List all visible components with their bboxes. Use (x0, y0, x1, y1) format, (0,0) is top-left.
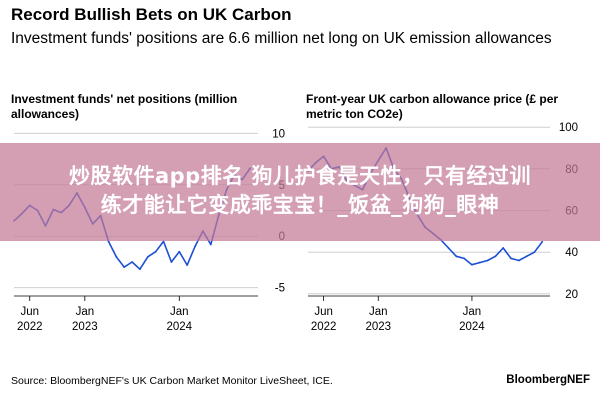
right-chart-data-point (510, 257, 512, 260)
left-chart-x-tick-year: 2023 (72, 321, 98, 333)
overlay-line-1: 炒股软件app排名 狗儿护食是天性，只有经过训 (68, 164, 532, 188)
right-chart-data-point (494, 255, 497, 258)
left-chart-data-point (146, 255, 149, 258)
overlay-banner (0, 143, 600, 241)
chart-subtitle: Investment funds' positions are 6.6 mill… (11, 30, 552, 47)
overlay-line-2: 练才能让它变成乖宝宝！_饭盆_狗狗_眼神 (100, 193, 500, 217)
right-chart-x-tick-label: Jan (369, 306, 388, 318)
left-panel-title: Investment funds' net positions (million… (11, 92, 238, 121)
right-chart-y-tick-label: 40 (565, 247, 578, 259)
overlay-banner-text: 炒股软件app排名 狗儿护食是天性，只有经过训 练才能让它变成乖宝宝！_饭盆_狗… (0, 162, 600, 220)
right-chart-data-point (478, 261, 481, 264)
right-chart-data-point (463, 257, 466, 260)
left-chart-data-point (186, 264, 189, 266)
right-chart-data-point (525, 255, 528, 258)
left-chart-data-point (123, 266, 126, 269)
right-chart-x-tick-label: Jun (314, 306, 333, 318)
right-chart-x-tick-year: 2023 (365, 321, 391, 333)
source-note: Source: BloombergNEF's UK Carbon Market … (11, 375, 333, 387)
left-chart-x-tick-label: Jan (170, 306, 189, 318)
right-chart-data-point (455, 255, 458, 258)
right-chart-data-point (517, 259, 520, 262)
right-chart-x-tick-label: Jan (463, 306, 482, 318)
brand-logo-text: BloombergNEF (506, 374, 590, 386)
right-chart-data-point (533, 251, 536, 254)
left-chart-y-tick-label: 10 (272, 128, 285, 140)
left-chart-data-point (194, 245, 196, 248)
right-chart-x-tick-year: 2024 (459, 321, 485, 333)
right-chart-data-point (541, 240, 544, 243)
right-chart-y-tick-label: 20 (565, 289, 578, 301)
left-chart-data-point (115, 255, 118, 258)
left-chart-x-tick-label: Jan (76, 306, 95, 318)
left-chart-data-point (139, 268, 141, 271)
right-panel-title: Front-year UK carbon allowance price (£ … (306, 92, 559, 121)
left-chart-x-tick-year: 2022 (17, 321, 43, 333)
right-chart-x-tick-year: 2022 (311, 321, 337, 333)
left-chart-data-point (131, 261, 133, 263)
left-chart-x-tick-label: Jun (20, 306, 39, 318)
left-chart-x-tick-year: 2024 (166, 321, 192, 333)
left-chart-y-tick-label: -5 (275, 283, 285, 295)
left-chart-data-point (154, 250, 157, 253)
right-chart-data-point (486, 259, 489, 262)
left-chart-data-point (170, 261, 173, 263)
left-chart-data-point (178, 250, 181, 253)
right-chart-y-tick-label: 100 (559, 122, 578, 134)
right-chart-data-point (447, 247, 450, 249)
left-chart-data-point (209, 243, 212, 246)
chart-title: Record Bullish Bets on UK Carbon (11, 5, 292, 24)
right-chart-data-point (471, 263, 473, 266)
right-chart-data-point (502, 247, 505, 249)
